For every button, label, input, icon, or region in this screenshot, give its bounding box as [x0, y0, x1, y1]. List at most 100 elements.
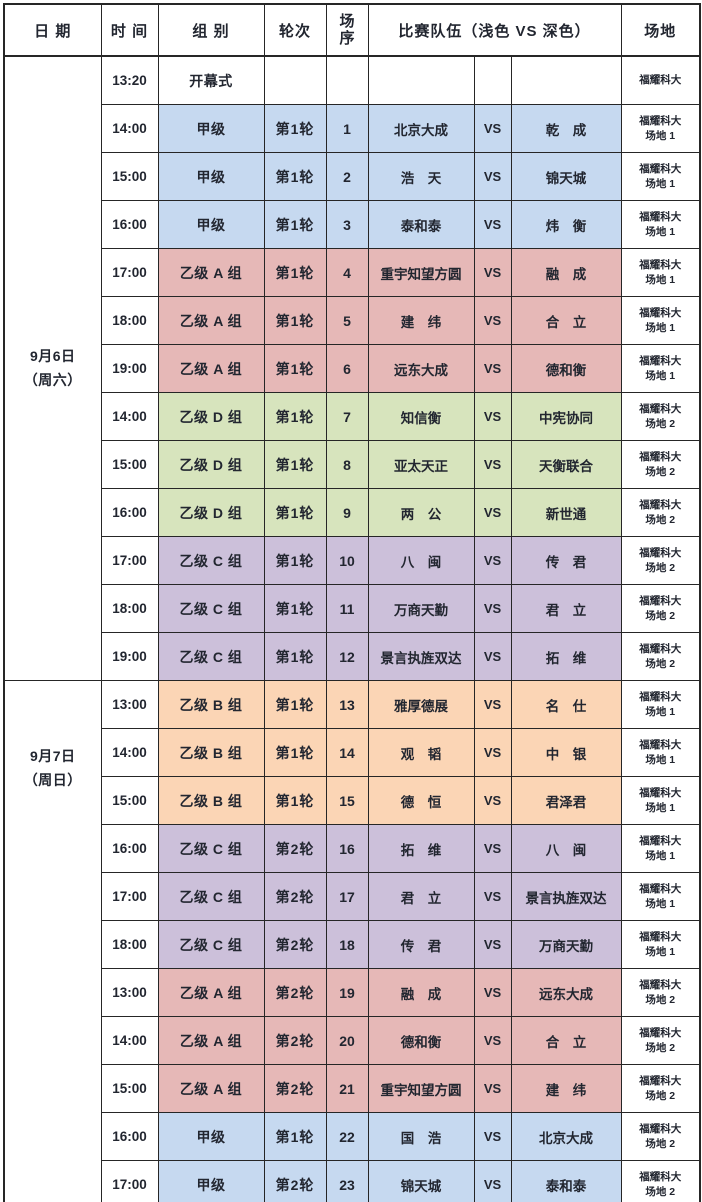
vs-cell: VS [473, 1112, 512, 1161]
schedule-row: 19:00 乙级 A 组第1轮 6 远东大成 VS 德和衡 福耀科大 场地 1 [4, 344, 701, 393]
team-dark-cell [510, 55, 622, 105]
venue-cell: 福耀科大 场地 2 [620, 968, 701, 1017]
schedule-row: 15:00 乙级 D 组第1轮 8 亚太天正 VS 天衡联合 福耀科大 场地 2 [4, 440, 701, 489]
group-cell: 乙级 B 组 [157, 728, 265, 777]
vs-cell: VS [473, 248, 512, 297]
round-cell: 第2轮 [263, 872, 327, 921]
time-cell: 16:00 [100, 200, 159, 249]
round-cell: 第1轮 [263, 440, 327, 489]
group-cell: 甲级 [157, 152, 265, 201]
vs-cell: VS [473, 680, 512, 729]
group-cell: 乙级 A 组 [157, 1016, 265, 1065]
vs-cell: VS [473, 584, 512, 633]
time-cell: 17:00 [100, 872, 159, 921]
seq-cell: 21 [325, 1064, 369, 1113]
venue-cell: 福耀科大 场地 1 [620, 200, 701, 249]
venue-cell: 福耀科大 场地 2 [620, 488, 701, 537]
seq-cell: 6 [325, 344, 369, 393]
group-cell: 乙级 B 组 [157, 776, 265, 825]
round-cell: 第1轮 [263, 488, 327, 537]
seq-cell: 14 [325, 728, 369, 777]
seq-cell: 19 [325, 968, 369, 1017]
venue-cell: 福耀科大 场地 2 [620, 1064, 701, 1113]
schedule-row: 18:00 乙级 A 组第1轮 5 建 纬 VS 合 立福耀科大 场地 1 [4, 296, 701, 345]
team-light-cell: 远东大成 [367, 344, 475, 393]
time-cell: 17:00 [100, 248, 159, 297]
seq-cell: 1 [325, 104, 369, 153]
time-cell: 14:00 [100, 1016, 159, 1065]
venue-cell: 福耀科大 场地 1 [620, 104, 701, 153]
round-cell: 第1轮 [263, 728, 327, 777]
seq-cell: 18 [325, 920, 369, 969]
round-cell: 第1轮 [263, 680, 327, 729]
time-cell: 15:00 [100, 776, 159, 825]
round-cell: 第1轮 [263, 248, 327, 297]
header-date: 日 期 [3, 3, 102, 57]
team-dark-cell: 天衡联合 [510, 440, 622, 489]
team-dark-cell: 君 立 [510, 584, 622, 633]
time-cell: 14:00 [100, 392, 159, 441]
team-light-cell: 拓 维 [367, 824, 475, 873]
time-cell: 17:00 [100, 536, 159, 585]
time-cell: 18:00 [100, 920, 159, 969]
seq-cell: 15 [325, 776, 369, 825]
team-light-cell: 知信衡 [367, 392, 475, 441]
team-dark-cell: 合 立 [510, 296, 622, 345]
vs-cell: VS [473, 440, 512, 489]
seq-cell: 3 [325, 200, 369, 249]
vs-cell: VS [473, 392, 512, 441]
round-cell: 第2轮 [263, 968, 327, 1017]
team-light-cell [367, 55, 475, 105]
team-light-cell: 传 君 [367, 920, 475, 969]
vs-cell: VS [473, 632, 512, 681]
team-light-cell: 北京大成 [367, 104, 475, 153]
vs-cell: VS [473, 728, 512, 777]
round-cell: 第1轮 [263, 1112, 327, 1161]
schedule-row: 18:00 乙级 C 组第2轮 18 传 君 VS 万商天勤 福耀科大 场地 1 [4, 920, 701, 969]
header-seq: 场 序 [325, 3, 369, 57]
header-teams: 比赛队伍（浅色 VS 深色） [367, 3, 622, 57]
team-dark-cell: 泰和泰 [510, 1160, 622, 1202]
schedule-row: 17:00 甲级 第2轮 23 锦天城 VS 泰和泰 福耀科大 场地 2 [4, 1160, 701, 1202]
header-round: 轮次 [263, 3, 327, 57]
time-cell: 15:00 [100, 440, 159, 489]
venue-cell: 福耀科大 场地 1 [620, 920, 701, 969]
time-cell: 15:00 [100, 1064, 159, 1113]
group-cell: 乙级 A 组 [157, 248, 265, 297]
seq-cell: 4 [325, 248, 369, 297]
team-light-cell: 德 恒 [367, 776, 475, 825]
schedule-table: 日 期 时 间 组 别 轮次 场 序 比赛队伍（浅色 VS 深色） 场地 9月6… [3, 3, 701, 1202]
venue-cell: 福耀科大 场地 2 [620, 440, 701, 489]
vs-cell: VS [473, 536, 512, 585]
round-cell: 第1轮 [263, 152, 327, 201]
schedule-body: 9月6日 （周六） 13:20 开幕式 福耀科大 14:00 甲级 第1轮 1 北京大成 VS 乾 … [3, 55, 701, 1202]
team-dark-cell: 万商天勤 [510, 920, 622, 969]
team-light-cell: 锦天城 [367, 1160, 475, 1202]
venue-cell: 福耀科大 场地 2 [620, 1112, 701, 1161]
time-cell: 14:00 [100, 104, 159, 153]
team-light-cell: 八 闽 [367, 536, 475, 585]
vs-cell: VS [473, 920, 512, 969]
team-dark-cell: 新世通 [510, 488, 622, 537]
team-light-cell: 国 浩 [367, 1112, 475, 1161]
group-cell: 乙级 A 组 [157, 968, 265, 1017]
team-dark-cell: 融 成 [510, 248, 622, 297]
team-light-cell: 君 立 [367, 872, 475, 921]
round-cell: 第1轮 [263, 200, 327, 249]
seq-cell: 11 [325, 584, 369, 633]
venue-cell: 福耀科大 场地 2 [620, 1160, 701, 1202]
seq-cell: 17 [325, 872, 369, 921]
team-dark-cell: 合 立 [510, 1016, 622, 1065]
seq-cell: 13 [325, 680, 369, 729]
vs-cell: VS [473, 104, 512, 153]
schedule-row: 15:00 乙级 B 组第1轮 15 德 恒 VS 君泽君 福耀科大 场地 1 [4, 776, 701, 825]
vs-cell: VS [473, 824, 512, 873]
group-cell: 开幕式 [157, 55, 265, 105]
team-dark-cell: 锦天城 [510, 152, 622, 201]
schedule-row: 17:00 乙级 C 组第1轮 10 八 闽 VS 传 君福耀科大 场地 2 [4, 536, 701, 585]
team-dark-cell: 传 君 [510, 536, 622, 585]
round-cell [263, 55, 327, 105]
round-cell: 第1轮 [263, 392, 327, 441]
time-cell: 13:20 [100, 55, 159, 105]
schedule-row: 14:00 乙级 B 组第1轮 14 观 韬 VS 中 银福耀科大 场地 1 [4, 728, 701, 777]
